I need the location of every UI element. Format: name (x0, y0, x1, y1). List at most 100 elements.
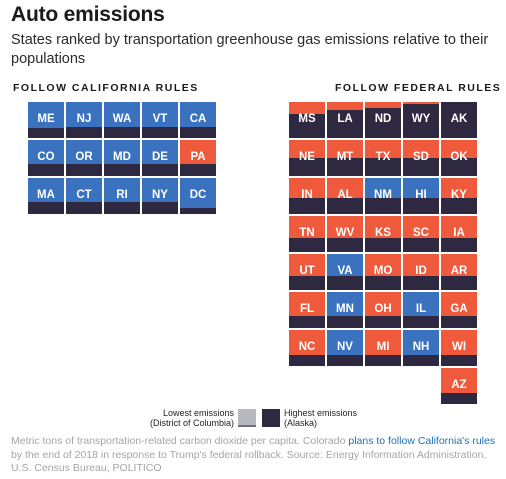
state-label: PA (190, 151, 206, 163)
state-label: WY (411, 113, 431, 125)
state-fill (289, 178, 325, 198)
federal-tile-grid: MS LA ND WY AK NE MT TX SD OK IN AL NM HI KY TN WV KS SC IA… (289, 102, 477, 404)
state-tile-co: CO (28, 140, 64, 176)
state-tile-wv: WV (327, 216, 363, 252)
state-fill (104, 178, 140, 202)
state-label: SD (413, 151, 429, 163)
state-label: NE (299, 151, 315, 163)
state-tile-mn: MN (327, 292, 363, 328)
state-tile-nj: NJ (66, 102, 102, 138)
state-fill (66, 178, 102, 202)
state-label: UT (299, 265, 315, 277)
state-fill (403, 216, 439, 238)
state-fill (28, 102, 64, 128)
state-tile-tn: TN (289, 216, 325, 252)
state-fill (327, 102, 363, 110)
state-fill (104, 102, 140, 127)
chart-title: Auto emissions (11, 3, 165, 26)
state-fill (289, 292, 325, 316)
legend-high-sublabel: (Alaska) (284, 418, 318, 428)
state-label: MS (298, 113, 316, 125)
state-tile-mi: MI (365, 330, 401, 366)
state-fill (403, 140, 439, 158)
legend-high-swatch (262, 409, 281, 427)
state-tile-in: IN (289, 178, 325, 214)
state-fill (142, 102, 178, 127)
legend-low-sublabel: (District of Columbia) (150, 418, 235, 428)
state-label: MD (113, 151, 131, 163)
state-label: MO (373, 265, 393, 277)
state-fill (441, 368, 477, 393)
state-fill (289, 330, 325, 355)
state-tile-az: AZ (441, 368, 477, 404)
state-label: AR (450, 265, 468, 277)
state-label: IA (453, 227, 465, 239)
state-label: NC (298, 341, 316, 353)
state-label: NY (152, 189, 168, 201)
state-label: SC (413, 227, 429, 239)
state-tile-de: DE (142, 140, 178, 176)
note-text-1: Metric tons of transportation-related ca… (11, 435, 349, 447)
state-label: DE (152, 151, 168, 163)
state-label: WV (335, 227, 355, 239)
state-label: ME (37, 113, 55, 125)
state-label: DC (189, 189, 207, 201)
state-fill (28, 178, 64, 202)
state-fill (180, 140, 216, 164)
state-tile-mt: MT (327, 140, 363, 176)
state-fill (327, 216, 363, 238)
state-tile-me: ME (28, 102, 64, 138)
state-tile-pa: PA (180, 140, 216, 176)
state-tile-ia: IA (441, 216, 477, 252)
state-fill (365, 254, 401, 276)
legend-low-label: Lowest emissions (162, 408, 235, 418)
state-fill (66, 140, 102, 164)
state-tile-ks: KS (365, 216, 401, 252)
state-tile-hi: HI (403, 178, 439, 214)
state-fill (365, 102, 401, 108)
state-fill (28, 140, 64, 164)
state-fill (441, 216, 477, 238)
state-tile-sc: SC (403, 216, 439, 252)
state-tile-dc: DC (180, 178, 216, 214)
state-label: CO (37, 151, 55, 163)
chart-subtitle: States ranked by transportation greenhou… (11, 32, 489, 67)
federal-group-label: FOLLOW FEDERAL RULES (335, 82, 502, 94)
state-label: WI (451, 341, 467, 353)
state-tile-la: LA (327, 102, 363, 138)
state-fill (403, 292, 439, 316)
state-fill (289, 254, 325, 276)
source-note: Metric tons of transportation-related ca… (11, 435, 501, 476)
state-label: OH (374, 303, 392, 315)
state-label: HI (415, 189, 427, 201)
state-tile-mo: MO (365, 254, 401, 290)
state-fill (365, 140, 401, 158)
state-label: NV (337, 341, 353, 353)
state-tile-or: OR (66, 140, 102, 176)
state-tile-nh: NH (403, 330, 439, 366)
state-tile-id: ID (403, 254, 439, 290)
state-fill (180, 178, 216, 208)
state-label: FL (299, 303, 315, 315)
state-label: NM (374, 189, 392, 201)
state-tile-nv: NV (327, 330, 363, 366)
state-fill (289, 140, 325, 158)
state-fill (180, 102, 216, 127)
state-fill (403, 254, 439, 276)
state-fill (441, 140, 477, 158)
state-fill (327, 140, 363, 158)
note-link[interactable]: plans to follow California's rules (348, 435, 496, 447)
state-label: OR (75, 151, 93, 163)
state-tile-fl: FL (289, 292, 325, 328)
state-fill (66, 102, 102, 127)
state-tile-vt: VT (142, 102, 178, 138)
state-label: AZ (451, 379, 467, 391)
state-tile-ky: KY (441, 178, 477, 214)
state-fill (142, 178, 178, 202)
state-tile-ut: UT (289, 254, 325, 290)
state-fill (104, 140, 140, 164)
note-text-2: by the end of 2018 in response to Trump'… (11, 448, 487, 475)
state-fill (441, 178, 477, 198)
state-fill (289, 216, 325, 238)
state-fill (289, 102, 325, 114)
